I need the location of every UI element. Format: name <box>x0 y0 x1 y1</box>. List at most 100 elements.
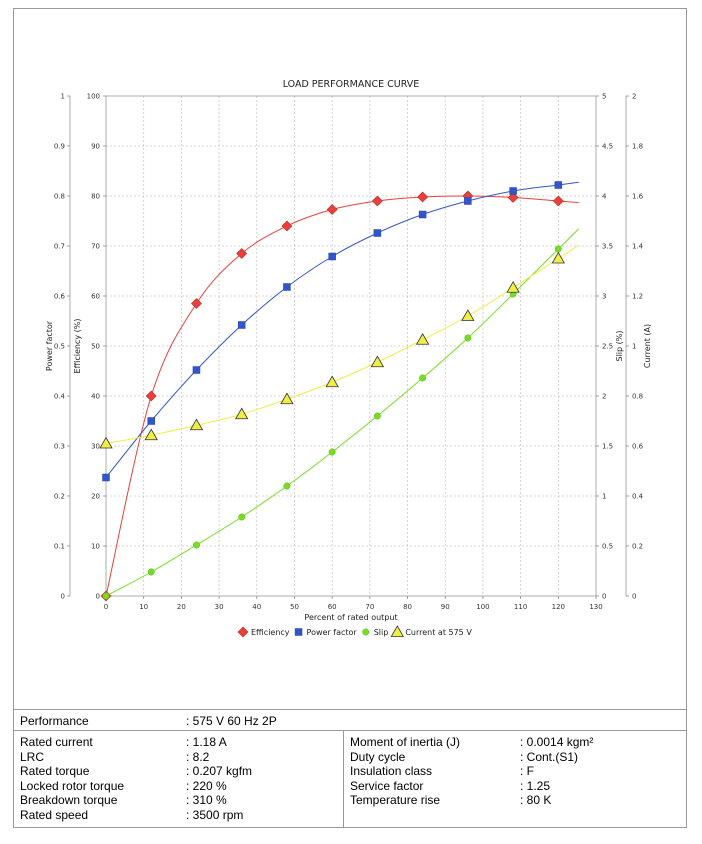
spec-label: Rated speed <box>20 807 89 822</box>
y-tick-label-power_factor: 0.4 <box>54 393 66 401</box>
legend-label: Efficiency <box>251 628 290 637</box>
y-tick-label-power_factor: 0.7 <box>54 243 65 251</box>
x-tick-label: 40 <box>252 603 261 611</box>
spec-label: Duty cycle <box>350 749 406 764</box>
y-tick-label-efficiency: 20 <box>91 493 100 501</box>
performance-value: : 575 V 60 Hz 2P <box>186 714 277 728</box>
data-point <box>464 334 472 342</box>
series <box>99 181 580 602</box>
y-tick-label-slip: 5 <box>602 93 606 101</box>
y-tick-label-efficiency: 90 <box>91 143 100 151</box>
spec-label: Moment of inertia (J) <box>350 735 461 749</box>
y-tick-label-power_factor: 0.3 <box>54 443 65 451</box>
legend-item: Power factor <box>294 628 358 637</box>
y-tick-label-slip: 2 <box>602 393 606 401</box>
spec-value: : 80 K <box>520 793 552 807</box>
y-tick-label-current: 1.8 <box>632 143 643 151</box>
data-point <box>145 390 157 402</box>
data-point <box>554 245 562 253</box>
y-tick-label-efficiency: 60 <box>91 293 100 301</box>
y-tick-label-current: 1.4 <box>632 243 644 251</box>
y-axis-title-slip: Slip (%) <box>615 331 624 362</box>
y-tick-label-efficiency: 80 <box>91 193 100 201</box>
y-tick-label-efficiency: 0 <box>96 593 100 601</box>
x-tick-label: 110 <box>514 603 527 611</box>
data-point <box>99 436 113 449</box>
data-point <box>283 482 291 490</box>
spec-value: : 1.25 <box>520 778 551 793</box>
y-tick-label-current: 0 <box>632 593 636 601</box>
x-tick-label: 10 <box>139 603 148 611</box>
legend-item: Slip <box>362 628 388 637</box>
y-tick-label-current: 1.2 <box>632 293 643 301</box>
y-tick-label-slip: 1.5 <box>602 443 613 451</box>
y-tick-label-current: 0.8 <box>632 393 643 401</box>
data-point <box>325 375 339 388</box>
y-tick-label-efficiency: 40 <box>91 393 100 401</box>
series-current-at-575-v <box>99 244 579 449</box>
legend-marker <box>294 628 303 636</box>
y-tick-label-power_factor: 1 <box>61 93 65 101</box>
spec-value: : 0.207 kgfm <box>186 764 253 778</box>
data-point <box>551 251 565 264</box>
x-tick-label: 90 <box>441 603 450 611</box>
y-tick-label-efficiency: 100 <box>87 93 100 101</box>
x-axis-title: Percent of rated output <box>304 613 397 622</box>
legend-marker <box>362 628 370 636</box>
data-point <box>281 220 293 232</box>
data-point <box>144 428 158 441</box>
x-tick-label: 80 <box>403 603 412 611</box>
data-point <box>552 195 564 207</box>
y-tick-label-power_factor: 0.5 <box>54 343 65 351</box>
spec-label: Locked rotor torque <box>20 778 125 793</box>
x-tick-label: 130 <box>589 603 602 611</box>
data-point <box>371 195 383 207</box>
data-point <box>554 181 563 189</box>
data-point <box>370 355 385 368</box>
legend-label: Current at 575 V <box>405 628 472 637</box>
data-point <box>235 407 249 420</box>
legend-item: Efficiency <box>237 626 290 638</box>
legend-label: Power factor <box>307 628 358 637</box>
report-frame <box>13 8 687 828</box>
data-point <box>238 513 246 521</box>
axes: 0 10 20 30 40 50 60 70 80 90 100 110 120 13000.10.20.… <box>45 93 652 623</box>
y-axis-title-power_factor: Power factor <box>45 320 54 371</box>
grid <box>106 96 596 596</box>
y-tick-label-efficiency: 30 <box>91 443 100 451</box>
chart-panel <box>13 8 687 710</box>
data-point <box>189 418 204 431</box>
spec-value: : 1.18 A <box>186 735 227 749</box>
data-point <box>418 210 427 219</box>
y-tick-label-slip: 0 <box>602 593 606 601</box>
spec-label: LRC <box>20 749 45 764</box>
legend: Efficiency Power factor Slip Current at 575… <box>237 625 472 638</box>
y-tick-label-efficiency: 50 <box>91 343 100 351</box>
y-tick-label-power_factor: 0.1 <box>54 543 65 551</box>
x-tick-label: 20 <box>177 603 186 611</box>
chart-title: LOAD PERFORMANCE CURVE <box>283 79 420 90</box>
data-point <box>507 192 519 203</box>
spec-value: : Cont.(S1) <box>520 749 579 764</box>
x-tick-label: 70 <box>365 603 374 611</box>
data-point <box>147 417 155 425</box>
y-tick-label-current: 1.6 <box>632 193 644 201</box>
legend-marker <box>390 625 405 637</box>
data-point <box>326 204 338 215</box>
data-point <box>237 321 246 329</box>
data-point <box>102 473 110 482</box>
spec-value: : 8.2 <box>186 749 210 764</box>
y-tick-label-power_factor: 0.9 <box>54 143 65 151</box>
data-point <box>464 197 472 205</box>
spec-label: Rated torque <box>20 764 90 778</box>
spec-label: Rated current <box>20 735 93 749</box>
spec-label: Insulation class <box>350 764 433 778</box>
y-tick-label-current: 0.2 <box>632 543 643 551</box>
y-tick-label-slip: 4 <box>602 193 607 201</box>
data-point <box>509 187 517 195</box>
data-point <box>415 332 430 345</box>
x-tick-label: 0 <box>104 603 108 611</box>
data-point <box>328 448 336 456</box>
series-efficiency <box>100 190 579 602</box>
data-point <box>419 374 427 382</box>
